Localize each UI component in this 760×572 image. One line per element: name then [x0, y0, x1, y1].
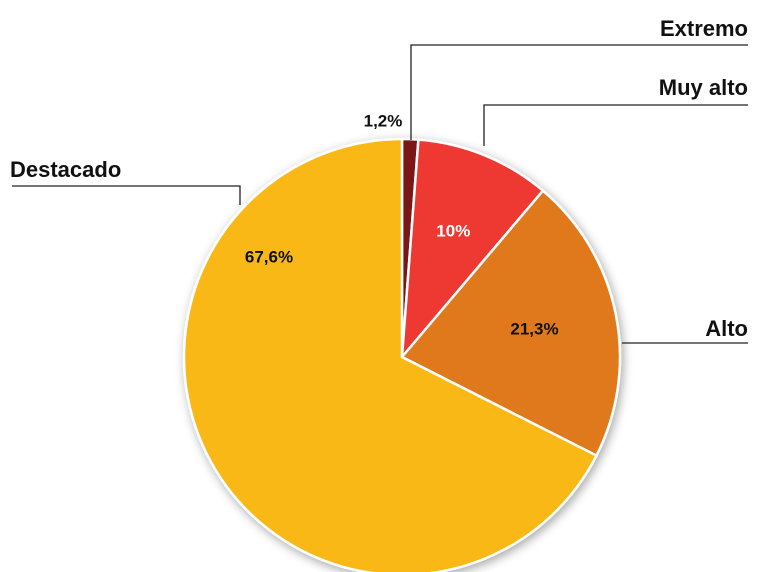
category-label-alto: Alto	[705, 316, 748, 341]
value-label-destacado: 67,6%	[245, 247, 293, 266]
leader-line-extremo	[410, 44, 748, 140]
category-label-destacado: Destacado	[10, 157, 121, 182]
pie-slice-destacado	[182, 137, 598, 572]
category-label-muy-alto: Muy alto	[659, 75, 748, 100]
pie-slices	[182, 137, 622, 572]
leader-line-muy-alto	[483, 104, 748, 146]
pie-slice-alto	[400, 189, 622, 457]
leader-line-destacado	[12, 185, 241, 205]
leader-lines	[12, 44, 748, 344]
value-label-extremo: 1,2%	[364, 111, 403, 130]
value-label-alto: 21,3%	[510, 320, 558, 339]
category-label-extremo: Extremo	[660, 16, 748, 41]
value-label-muy-alto: 10%	[436, 221, 470, 240]
labels: 1,2% Extremo 10% Muy alto 21,3% Alto 67,6% Dest…	[10, 16, 748, 341]
pie-slice-muy-alto	[400, 138, 545, 359]
